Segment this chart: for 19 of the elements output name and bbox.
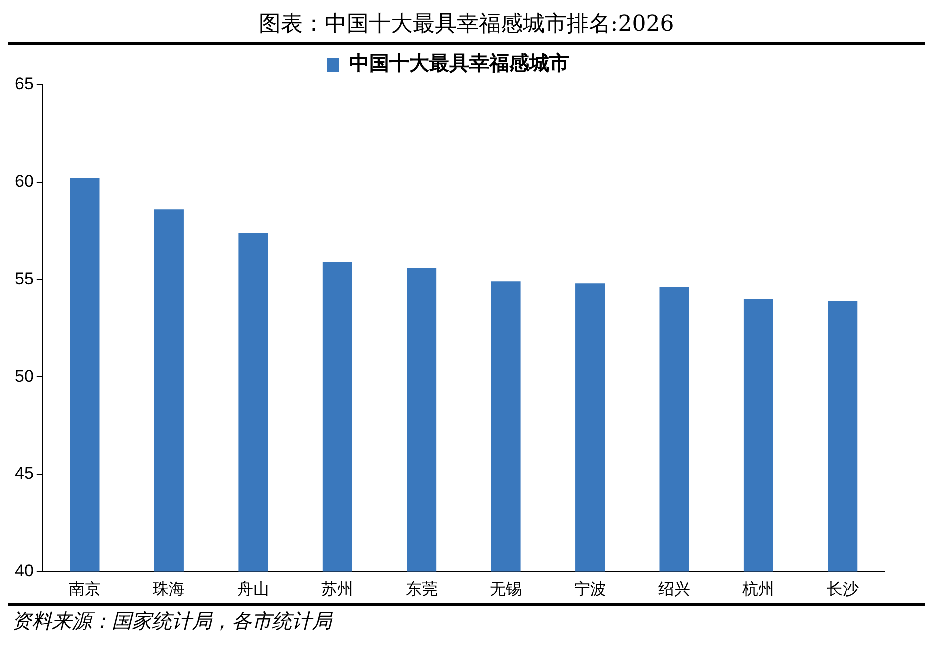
x-tick-label: 无锡 bbox=[490, 580, 522, 599]
text: 资料来源：国家统计局，各市统计局 bbox=[12, 608, 334, 635]
x-tick-label: 珠海 bbox=[153, 580, 186, 599]
chart-title: 图表：中国十大最具幸福感城市排名:2026 bbox=[8, 8, 925, 45]
x-tick-label: 长沙 bbox=[826, 580, 859, 599]
y-tick-label: 50 bbox=[14, 366, 34, 386]
x-tick-label: 东莞 bbox=[406, 580, 438, 599]
x-tick-label: 苏州 bbox=[322, 580, 354, 599]
x-tick-label: 绍兴 bbox=[658, 580, 690, 599]
x-tick-label: 宁波 bbox=[574, 580, 606, 599]
y-tick-label: 45 bbox=[14, 464, 34, 484]
y-tick-label: 60 bbox=[14, 172, 34, 192]
y-tick-label: 65 bbox=[14, 74, 34, 94]
x-tick-label: 杭州 bbox=[742, 580, 775, 599]
x-tick-label: 舟山 bbox=[237, 580, 270, 599]
legend-label: 中国十大最具幸福感城市 bbox=[350, 51, 570, 76]
x-tick-label: 南京 bbox=[69, 580, 102, 599]
y-tick-label: 55 bbox=[14, 269, 34, 288]
y-tick-label: 40 bbox=[14, 561, 34, 580]
